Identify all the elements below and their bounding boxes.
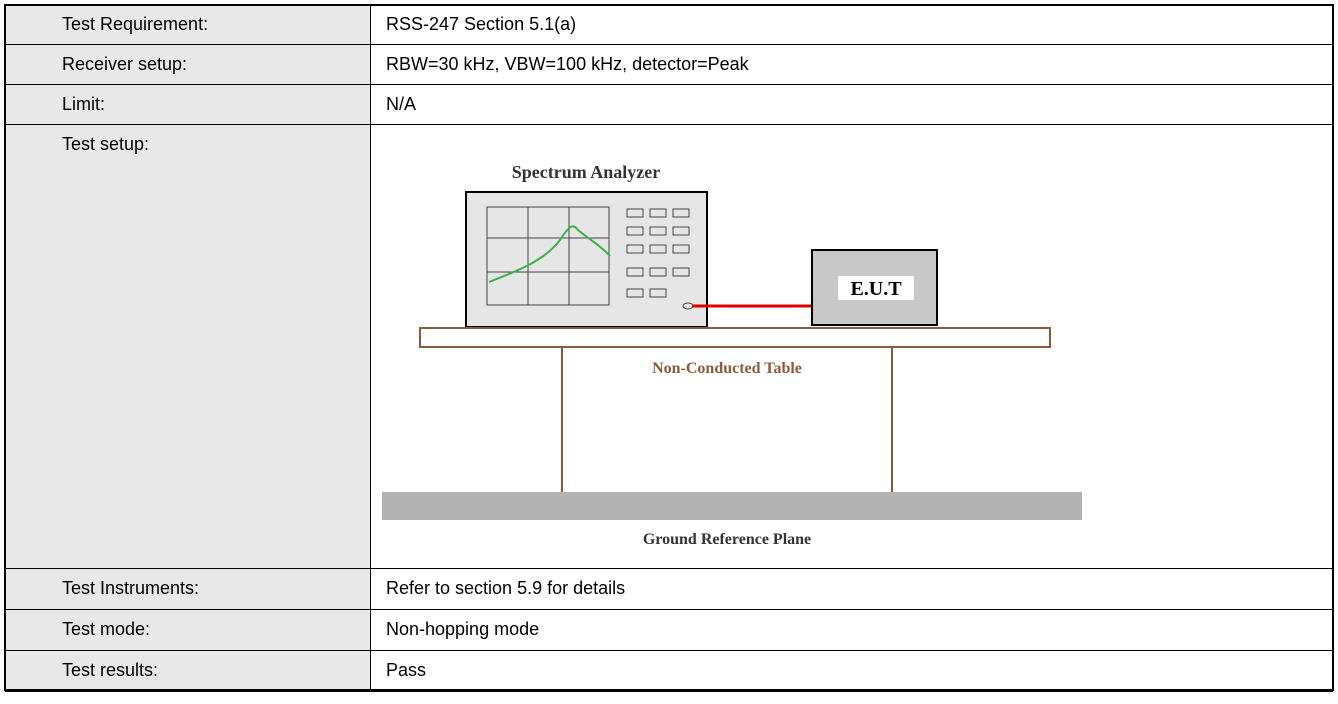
trace (488, 225, 611, 283)
table-label: Non-Conducted Table (652, 360, 802, 377)
table-top (419, 327, 1051, 348)
label-cell: Test Requirement: (5, 4, 371, 45)
analyzer-label: Spectrum Analyzer (512, 162, 660, 182)
value-cell: Pass (370, 650, 1333, 692)
analyzer-box (465, 191, 708, 328)
eut-label: E.U.T (850, 278, 902, 300)
label-cell: Test Instruments: (5, 568, 371, 610)
label-cell: Receiver setup: (5, 44, 371, 85)
label-cell: Test setup: (5, 124, 371, 569)
buttons (626, 208, 694, 310)
ground-label: Ground Reference Plane (643, 531, 811, 548)
label-cell: Test mode: (5, 609, 371, 651)
eut-box (811, 249, 938, 326)
value-cell: N/A (370, 84, 1333, 125)
label-cell: Limit: (5, 84, 371, 125)
ground-plane (382, 492, 1082, 520)
eut-label-bg (838, 276, 914, 300)
